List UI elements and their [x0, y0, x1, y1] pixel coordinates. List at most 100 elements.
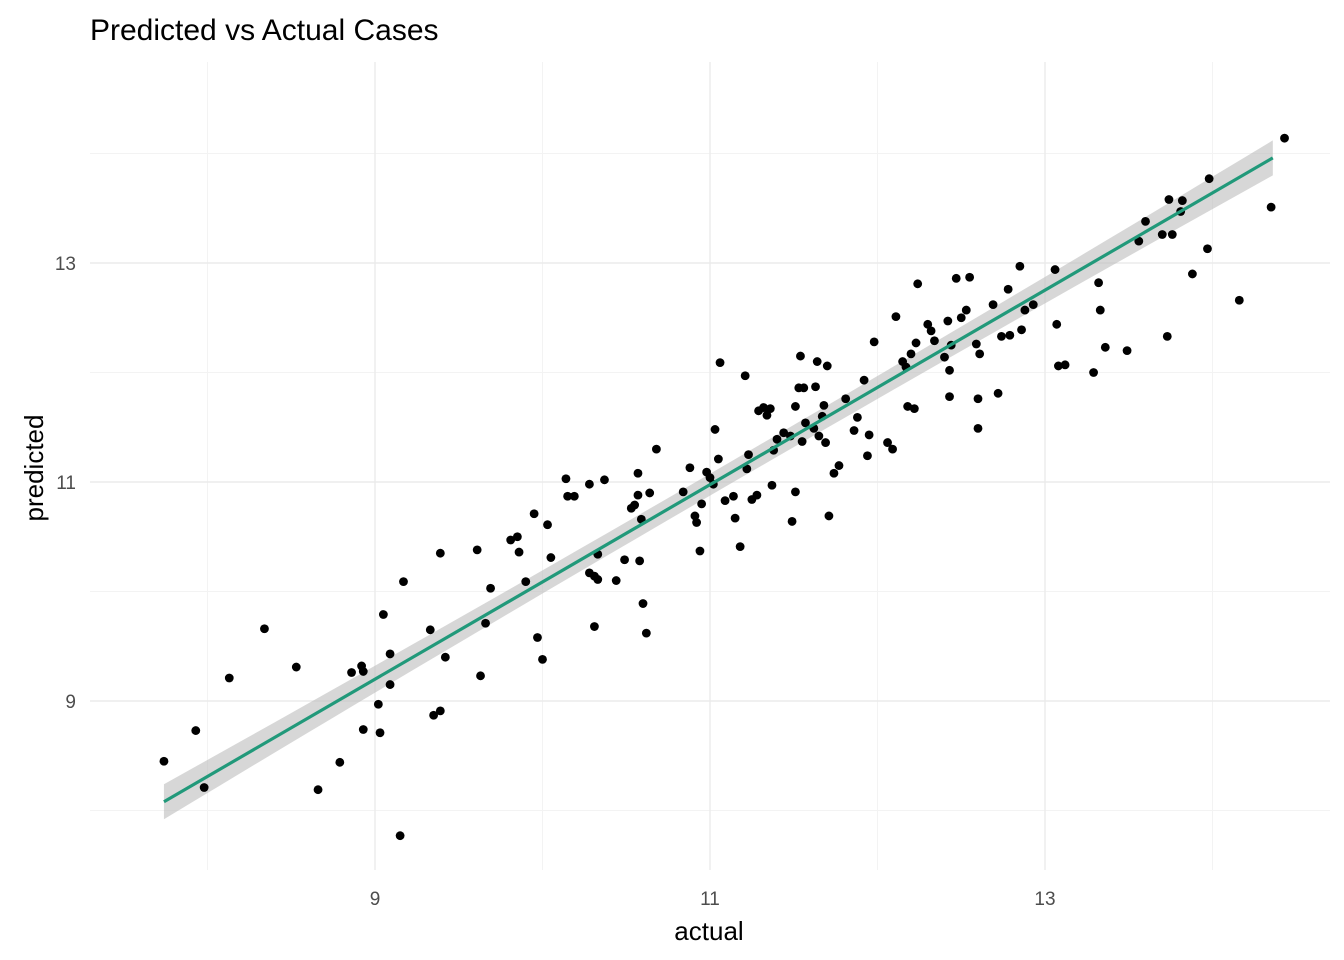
data-point — [1060, 360, 1070, 370]
x-axis-title: actual — [674, 916, 743, 946]
data-point — [538, 654, 547, 664]
data-point — [913, 279, 923, 289]
data-point — [191, 726, 201, 735]
data-point — [425, 625, 435, 635]
data-point — [961, 305, 971, 315]
data-point — [911, 338, 921, 348]
data-point — [730, 513, 740, 523]
data-point — [358, 667, 368, 676]
fit-line-layer — [163, 156, 1274, 804]
data-point — [742, 464, 752, 474]
data-point — [291, 662, 301, 672]
data-point — [435, 548, 445, 558]
data-point — [678, 487, 688, 497]
data-point — [797, 437, 807, 446]
data-point — [399, 577, 408, 587]
data-point — [373, 699, 383, 709]
data-point — [1020, 305, 1030, 315]
data-point — [772, 434, 782, 444]
data-point — [740, 371, 750, 381]
data-point — [849, 426, 859, 435]
data-point — [720, 496, 730, 506]
data-point — [988, 300, 998, 310]
data-point — [476, 671, 485, 681]
data-point — [1089, 368, 1098, 377]
data-point — [514, 547, 524, 557]
data-point — [697, 499, 707, 509]
data-point — [692, 518, 701, 527]
data-point — [481, 618, 490, 628]
data-point — [1017, 325, 1026, 335]
data-point — [620, 555, 629, 565]
data-point — [358, 725, 368, 734]
y-axis-title: predicted — [19, 415, 49, 522]
data-point — [765, 404, 775, 414]
data-point — [375, 728, 385, 738]
data-point — [799, 383, 809, 393]
data-point — [335, 757, 345, 767]
x-tick-label: 11 — [700, 889, 720, 910]
data-point — [791, 487, 800, 497]
data-point — [943, 316, 953, 326]
data-point — [926, 326, 936, 336]
data-point — [811, 382, 820, 392]
data-point — [787, 517, 797, 526]
data-point — [633, 468, 643, 478]
y-tick-label: 13 — [55, 254, 76, 275]
data-point — [1015, 261, 1025, 271]
data-point — [1203, 244, 1212, 254]
data-point — [638, 599, 648, 608]
data-point — [1280, 133, 1289, 143]
data-point — [1141, 216, 1150, 226]
data-point — [611, 576, 621, 585]
data-point — [645, 488, 655, 498]
data-point — [891, 312, 901, 322]
data-point — [1100, 342, 1110, 352]
data-point — [435, 706, 445, 716]
data-point — [705, 473, 715, 483]
data-point — [1005, 330, 1015, 340]
data-point — [512, 532, 522, 542]
data-point — [945, 392, 954, 401]
data-point — [869, 337, 879, 347]
data-point — [224, 673, 234, 683]
data-point — [812, 357, 822, 366]
data-point — [965, 272, 975, 282]
data-point — [956, 313, 966, 323]
data-point — [506, 535, 516, 545]
data-point — [385, 680, 395, 689]
data-point — [472, 545, 482, 555]
data-point — [859, 375, 869, 385]
data-point — [635, 556, 645, 566]
data-point — [1157, 230, 1167, 239]
data-point — [395, 831, 405, 841]
data-point — [1164, 195, 1174, 204]
data-point — [759, 403, 768, 412]
data-point — [1028, 300, 1038, 310]
data-point — [767, 480, 777, 490]
data-point — [735, 542, 745, 552]
data-point — [569, 491, 579, 501]
data-point — [801, 418, 810, 428]
data-point — [385, 649, 395, 659]
y-tick-label: 9 — [65, 692, 76, 713]
data-point — [159, 756, 169, 766]
data-point — [752, 490, 762, 500]
data-point — [834, 461, 844, 470]
data-point — [685, 463, 695, 473]
data-point — [633, 490, 643, 500]
data-point — [1052, 319, 1062, 329]
data-point — [630, 500, 640, 510]
data-point — [829, 468, 839, 478]
data-point — [713, 454, 723, 464]
data-point — [1204, 174, 1214, 184]
data-point — [313, 785, 323, 795]
data-point — [1234, 295, 1244, 305]
data-point — [429, 710, 439, 720]
data-point — [853, 412, 862, 422]
data-point — [529, 509, 539, 519]
data-point — [1122, 346, 1132, 355]
data-point — [906, 349, 916, 359]
tick-labels: 9 11 13 9 11 13 — [55, 254, 1056, 910]
